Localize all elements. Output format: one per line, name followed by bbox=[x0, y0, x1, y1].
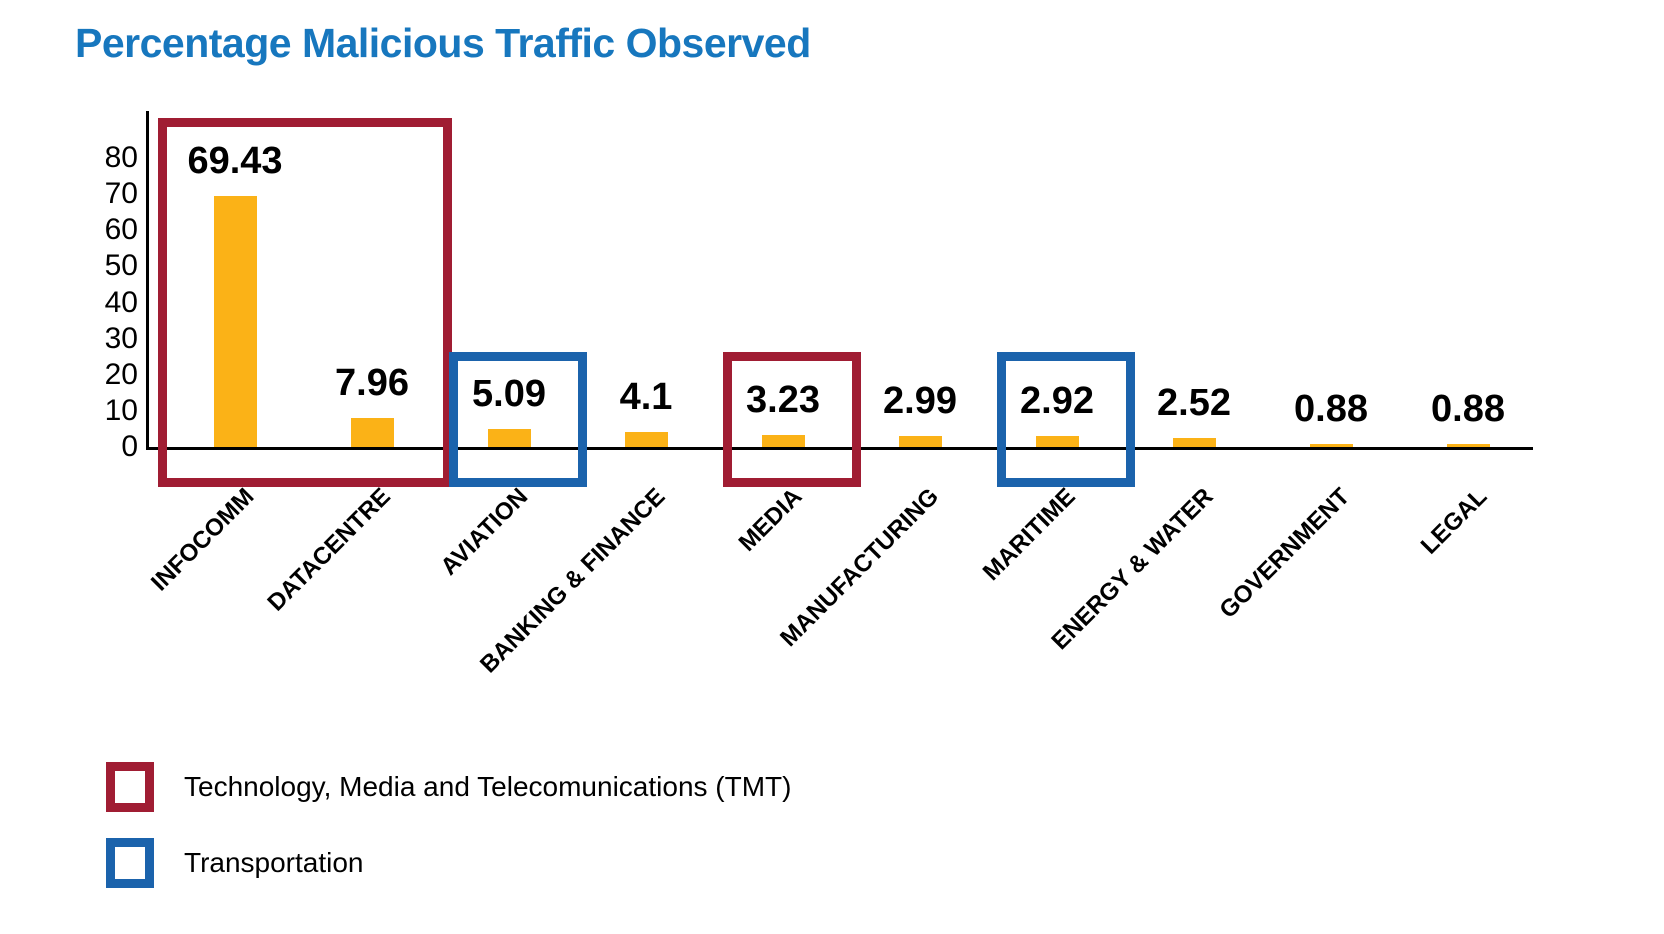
ytick-60: 60 bbox=[104, 213, 138, 247]
bar-media bbox=[761, 435, 805, 447]
highlight-box-tmt-0 bbox=[158, 118, 452, 487]
bar-infocomm bbox=[213, 196, 257, 447]
bar-manufacturing bbox=[898, 436, 942, 447]
legend-label: Technology, Media and Telecomunications … bbox=[184, 771, 792, 802]
ytick-50: 50 bbox=[104, 249, 138, 283]
xtick-maritime: MARITIME bbox=[978, 483, 1082, 586]
legend-swatch-icon bbox=[106, 838, 154, 888]
value-label-aviation: 5.09 bbox=[472, 372, 546, 415]
highlight-box-transportation-3 bbox=[997, 352, 1135, 487]
value-label-energy-water: 2.52 bbox=[1157, 381, 1231, 424]
x-axis-line bbox=[146, 447, 1533, 450]
ytick-80: 80 bbox=[104, 141, 138, 174]
ytick-0: 0 bbox=[121, 430, 138, 463]
y-axis-line bbox=[146, 111, 149, 450]
xtick-datacentre: DATACENTRE bbox=[262, 483, 397, 617]
highlight-box-transportation-1 bbox=[449, 352, 587, 487]
xtick-media: MEDIA bbox=[733, 483, 808, 557]
xtick-government: GOVERNMENT bbox=[1214, 483, 1356, 624]
bar-chart: 0 10 20 30 40 50 60 70 80 69.43 INFOCOMM 7.96 DATACE… bbox=[104, 111, 1533, 678]
xtick-legal: LEGAL bbox=[1415, 483, 1493, 560]
value-label-infocomm: 69.43 bbox=[187, 140, 283, 183]
xtick-infocomm: INFOCOMM bbox=[145, 483, 260, 597]
page-title: Percentage Malicious Traffic Observed bbox=[75, 20, 811, 66]
value-label-banking-finance: 4.1 bbox=[619, 376, 673, 419]
legend-item-technology: Technology, Media and Telecomunications … bbox=[106, 762, 791, 812]
value-label-manufacturing: 2.99 bbox=[883, 380, 957, 423]
xtick-aviation: AVIATION bbox=[435, 483, 534, 581]
value-label-datacentre: 7.96 bbox=[335, 362, 409, 405]
value-label-legal: 0.88 bbox=[1431, 387, 1505, 430]
bar-aviation bbox=[487, 428, 531, 447]
value-label-maritime: 2.92 bbox=[1020, 380, 1094, 423]
bar-legal bbox=[1446, 443, 1490, 447]
legend-label: Transportation bbox=[184, 847, 364, 878]
value-label-media: 3.23 bbox=[746, 379, 820, 422]
bar-energy-water bbox=[1172, 437, 1216, 447]
ytick-40: 40 bbox=[104, 285, 138, 319]
bar-maritime bbox=[1035, 436, 1079, 447]
value-label-government: 0.88 bbox=[1294, 387, 1368, 430]
legend-swatch-icon bbox=[106, 762, 154, 812]
highlight-box-tmt-2 bbox=[723, 352, 861, 487]
ytick-30: 30 bbox=[104, 321, 138, 355]
bar-banking-finance bbox=[624, 432, 668, 447]
bar-government bbox=[1309, 443, 1353, 447]
legend-item-transportation: Transportation bbox=[106, 838, 364, 888]
bar-datacentre bbox=[350, 418, 394, 447]
ytick-70: 70 bbox=[104, 177, 138, 211]
ytick-10: 10 bbox=[104, 393, 138, 427]
ytick-20: 20 bbox=[104, 357, 138, 391]
